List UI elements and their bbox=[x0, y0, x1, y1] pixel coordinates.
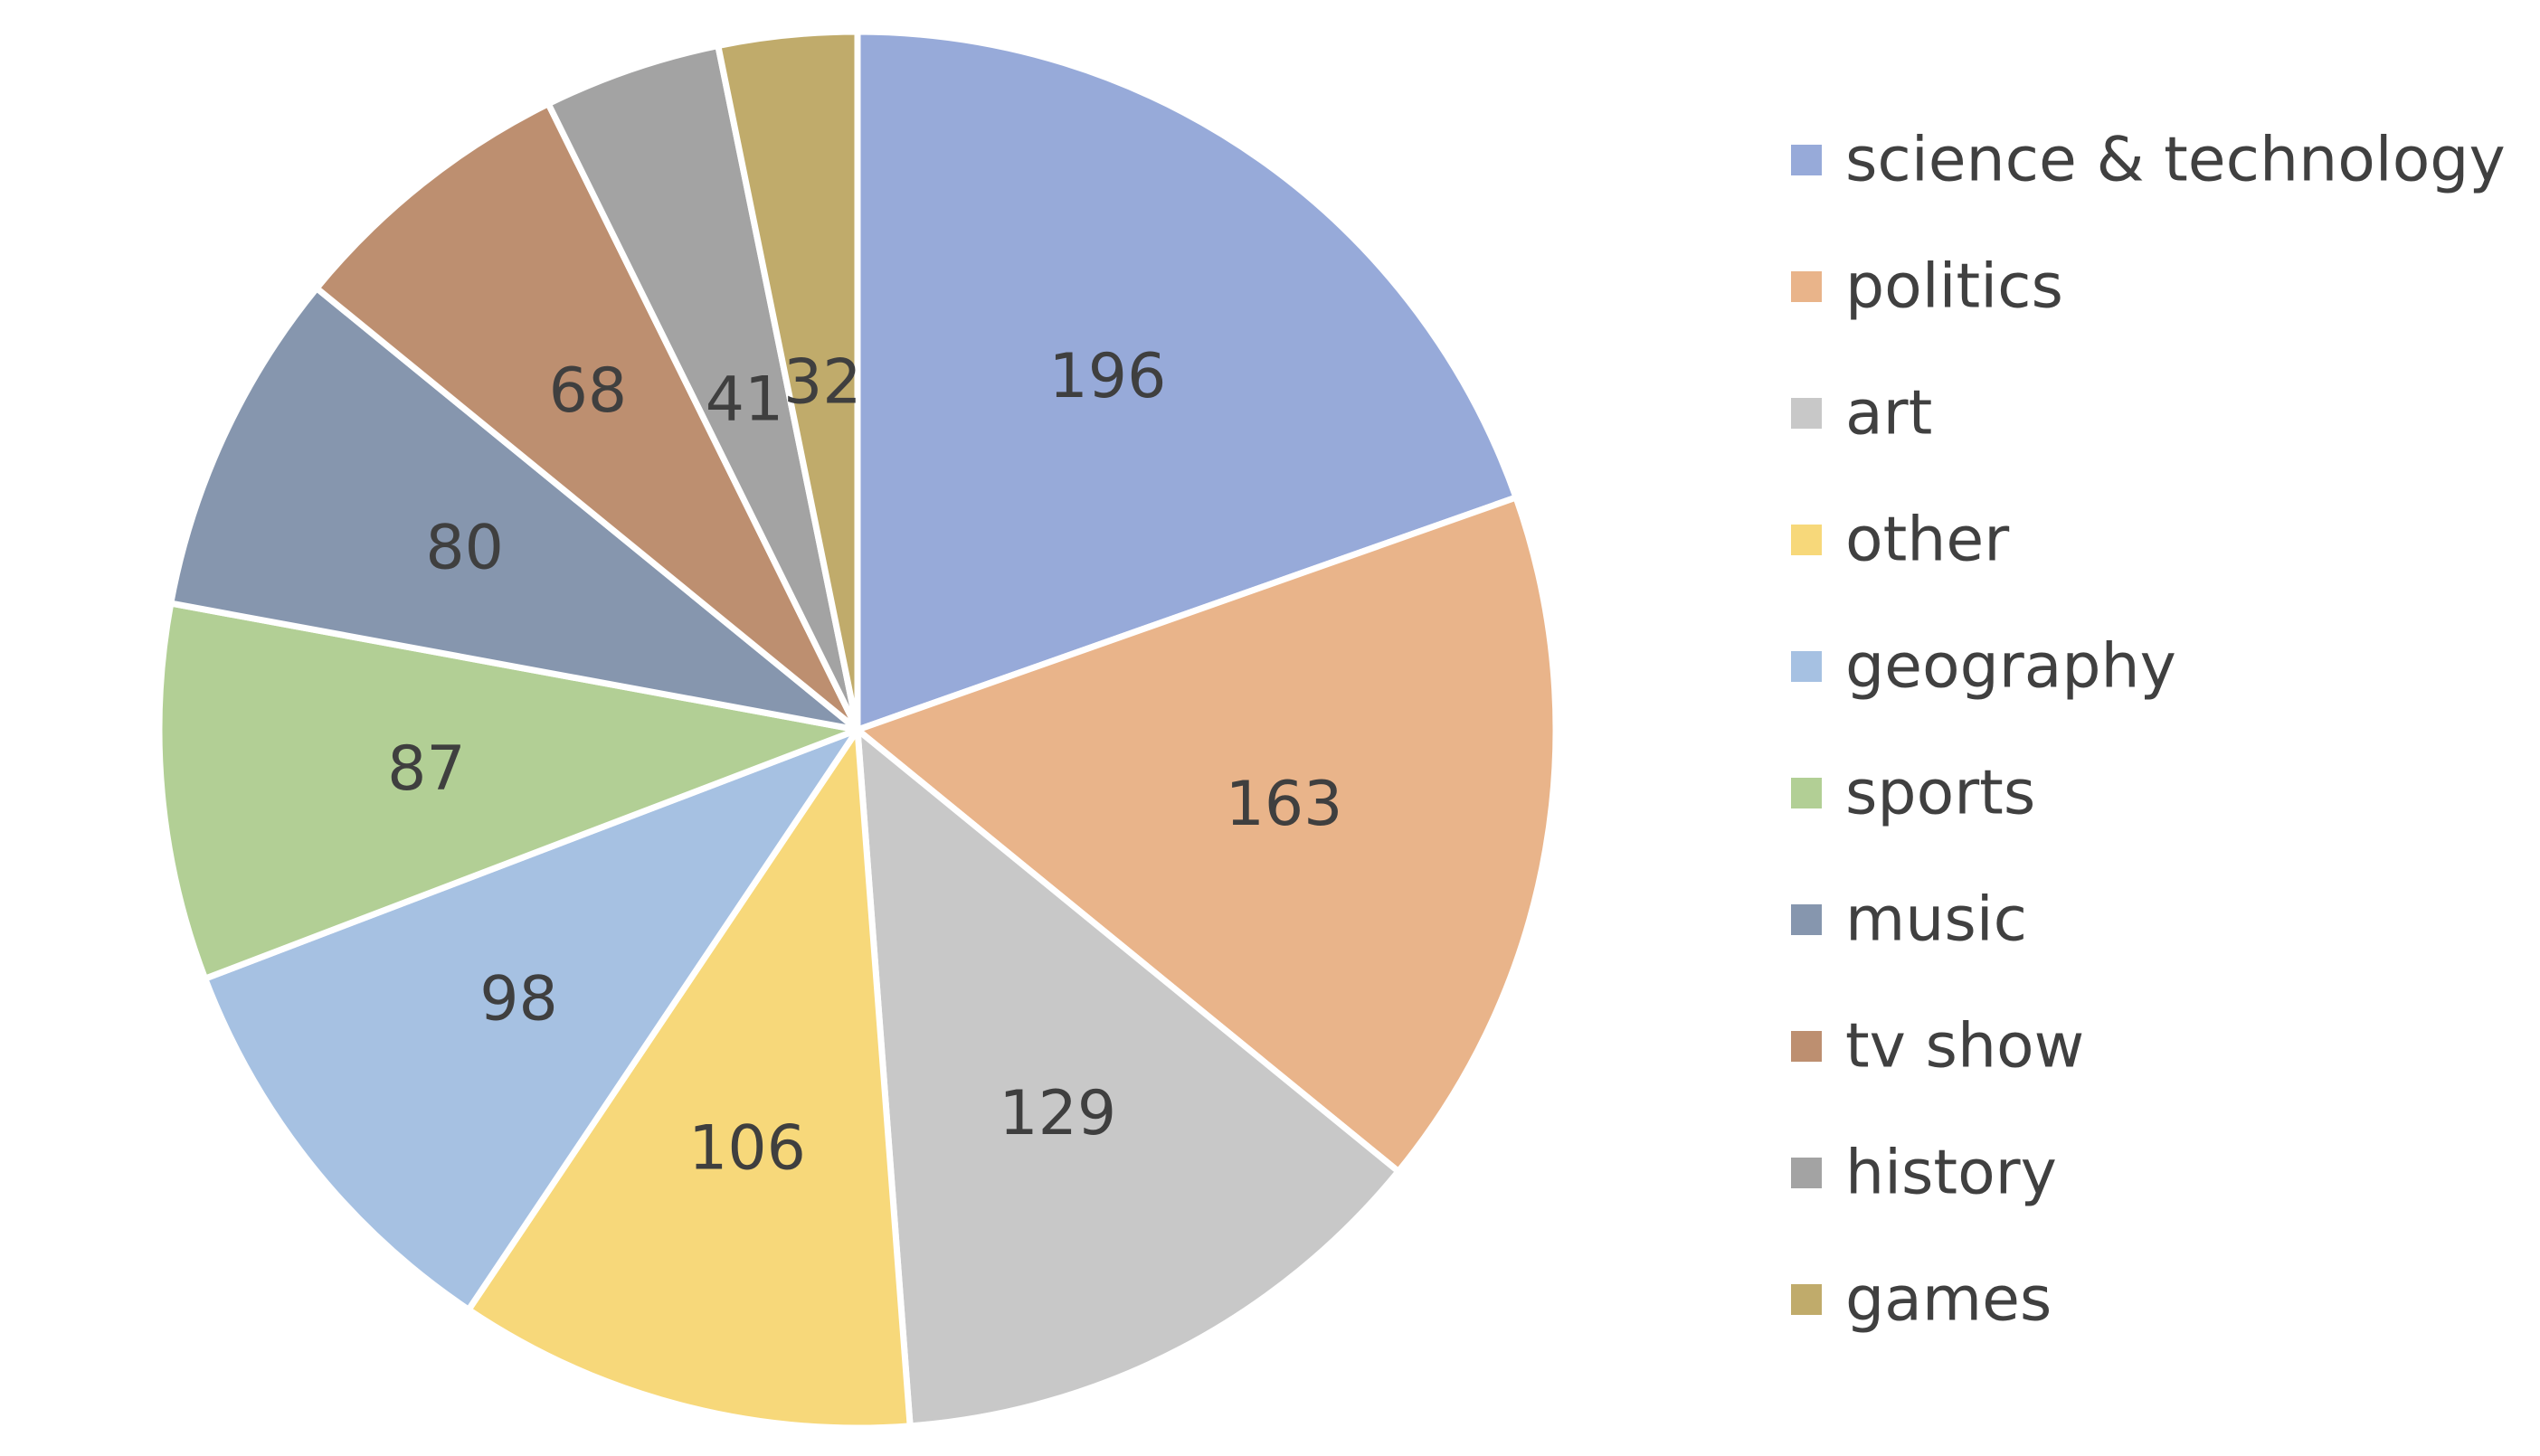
pie-slice-music bbox=[167, 285, 861, 733]
data-label-other: 106 bbox=[688, 1112, 806, 1184]
legend-swatch-science-technology bbox=[1791, 145, 1822, 175]
legend-label-art: art bbox=[1845, 378, 1932, 449]
legend-swatch-politics bbox=[1791, 271, 1822, 302]
pie-data-labels: 196 163 129 106 98 87 80 68 41 32 bbox=[387, 341, 1342, 1185]
legend-item-politics: politics bbox=[1791, 251, 2063, 323]
legend-label-games: games bbox=[1845, 1264, 2052, 1336]
pie-slice-geography bbox=[202, 726, 861, 1313]
legend-swatch-art bbox=[1791, 398, 1822, 429]
legend-label-sports: sports bbox=[1845, 758, 2035, 829]
data-label-tv-show: 68 bbox=[549, 355, 628, 427]
legend: science & technology politics art other geog… bbox=[1791, 125, 2506, 1336]
pie-slice-games bbox=[715, 28, 861, 733]
legend-item-geography: geography bbox=[1791, 631, 2176, 703]
legend-swatch-tv-show bbox=[1791, 1031, 1822, 1062]
pie-slice-other bbox=[465, 726, 914, 1432]
legend-label-history: history bbox=[1845, 1138, 2057, 1209]
data-label-sports: 87 bbox=[387, 733, 466, 805]
pie-slice-tv-show bbox=[313, 100, 861, 733]
legend-label-science-technology: science & technology bbox=[1845, 125, 2506, 196]
data-label-music: 80 bbox=[425, 512, 504, 583]
legend-label-other: other bbox=[1845, 505, 2009, 576]
legend-swatch-history bbox=[1791, 1158, 1822, 1188]
pie-slice-sports bbox=[156, 600, 861, 982]
legend-swatch-geography bbox=[1791, 651, 1822, 682]
data-label-history: 41 bbox=[706, 364, 784, 435]
pie-slice-politics bbox=[854, 494, 1559, 1175]
legend-item-art: art bbox=[1791, 378, 1932, 449]
legend-label-politics: politics bbox=[1845, 251, 2063, 323]
legend-swatch-sports bbox=[1791, 778, 1822, 808]
pie-slice-history bbox=[545, 43, 861, 733]
legend-item-science-technology: science & technology bbox=[1791, 125, 2506, 196]
legend-label-geography: geography bbox=[1845, 631, 2176, 703]
legend-item-sports: sports bbox=[1791, 758, 2035, 829]
pie-slices bbox=[156, 28, 1559, 1432]
data-label-art: 129 bbox=[999, 1078, 1116, 1149]
legend-item-games: games bbox=[1791, 1264, 2052, 1336]
legend-label-music: music bbox=[1845, 884, 2027, 956]
legend-swatch-other bbox=[1791, 525, 1822, 555]
legend-item-tv-show: tv show bbox=[1791, 1011, 2084, 1083]
data-label-geography: 98 bbox=[479, 964, 558, 1035]
legend-swatch-music bbox=[1791, 904, 1822, 935]
legend-item-other: other bbox=[1791, 505, 2009, 576]
legend-label-tv-show: tv show bbox=[1845, 1011, 2084, 1083]
data-label-science-technology: 196 bbox=[1049, 341, 1167, 412]
pie-slice-art bbox=[854, 726, 1402, 1430]
legend-item-music: music bbox=[1791, 884, 2027, 956]
legend-item-history: history bbox=[1791, 1138, 2057, 1209]
data-label-games: 32 bbox=[783, 346, 862, 418]
legend-swatch-games bbox=[1791, 1284, 1822, 1315]
data-label-politics: 163 bbox=[1226, 769, 1343, 840]
